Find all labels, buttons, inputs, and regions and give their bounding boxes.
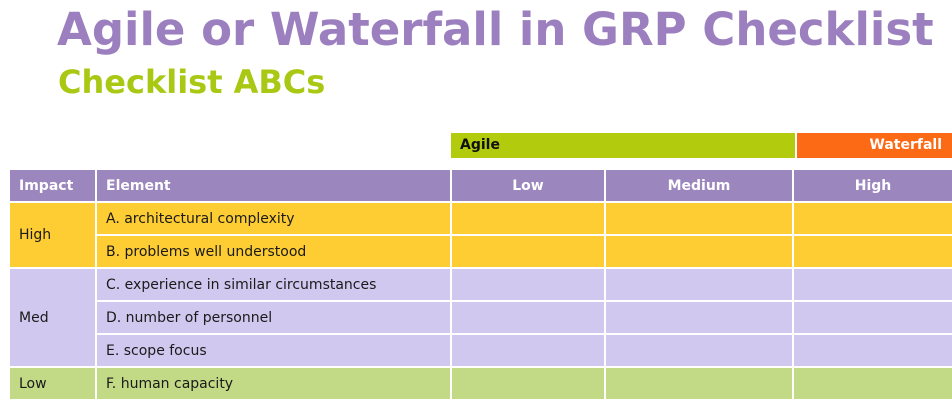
table-row: High A. architectural complexity bbox=[8, 201, 952, 269]
table-header-row: Impact Element Low Medium High bbox=[8, 168, 952, 203]
rating-cell-low[interactable] bbox=[450, 300, 606, 335]
rating-cell-high[interactable] bbox=[792, 201, 952, 236]
rating-cell-medium[interactable] bbox=[604, 267, 794, 302]
rating-cell-low[interactable] bbox=[450, 201, 606, 236]
element-cell: F. human capacity bbox=[95, 366, 452, 401]
impact-cell: Low bbox=[8, 366, 97, 401]
rating-cell-low[interactable] bbox=[450, 366, 606, 401]
table-row: Med C. experience in similar circumstanc… bbox=[8, 267, 952, 368]
header-element: Element bbox=[95, 168, 452, 203]
header-high: High bbox=[792, 168, 952, 203]
table-row: B. problems well understood bbox=[9, 234, 952, 269]
header-impact: Impact bbox=[8, 168, 97, 203]
element-cell: E. scope focus bbox=[95, 333, 452, 368]
rating-cell-high[interactable] bbox=[792, 300, 952, 335]
agile-band: Agile bbox=[451, 133, 795, 158]
rating-cell-medium[interactable] bbox=[604, 366, 794, 401]
checklist-table: Impact Element Low Medium High High A. a… bbox=[8, 168, 952, 401]
rating-cell-high[interactable] bbox=[792, 267, 952, 302]
rating-cell-low[interactable] bbox=[450, 333, 606, 368]
impact-cell: High bbox=[8, 201, 97, 269]
element-cell: C. experience in similar circumstances bbox=[95, 267, 452, 302]
header-low: Low bbox=[450, 168, 606, 203]
table-row: Low F. human capacity bbox=[8, 366, 952, 401]
rating-cell-low[interactable] bbox=[450, 267, 606, 302]
element-cell: A. architectural complexity bbox=[95, 201, 452, 236]
rating-cell-low[interactable] bbox=[450, 234, 606, 269]
element-cell: D. number of personnel bbox=[95, 300, 452, 335]
waterfall-band: Waterfall bbox=[797, 133, 952, 158]
rating-cell-high[interactable] bbox=[792, 234, 952, 269]
page-title: Agile or Waterfall in GRP Checklist bbox=[57, 3, 934, 56]
rating-cell-medium[interactable] bbox=[604, 234, 794, 269]
table-row: D. number of personnel bbox=[9, 300, 952, 335]
impact-cell: Med bbox=[8, 267, 97, 368]
rating-cell-high[interactable] bbox=[792, 333, 952, 368]
rating-cell-medium[interactable] bbox=[604, 300, 794, 335]
page-subtitle: Checklist ABCs bbox=[58, 63, 326, 101]
header-medium: Medium bbox=[604, 168, 794, 203]
rating-cell-medium[interactable] bbox=[604, 333, 794, 368]
element-cell: B. problems well understood bbox=[95, 234, 452, 269]
rating-cell-high[interactable] bbox=[792, 366, 952, 401]
rating-cell-medium[interactable] bbox=[604, 201, 794, 236]
table-row: E. scope focus bbox=[9, 333, 952, 368]
